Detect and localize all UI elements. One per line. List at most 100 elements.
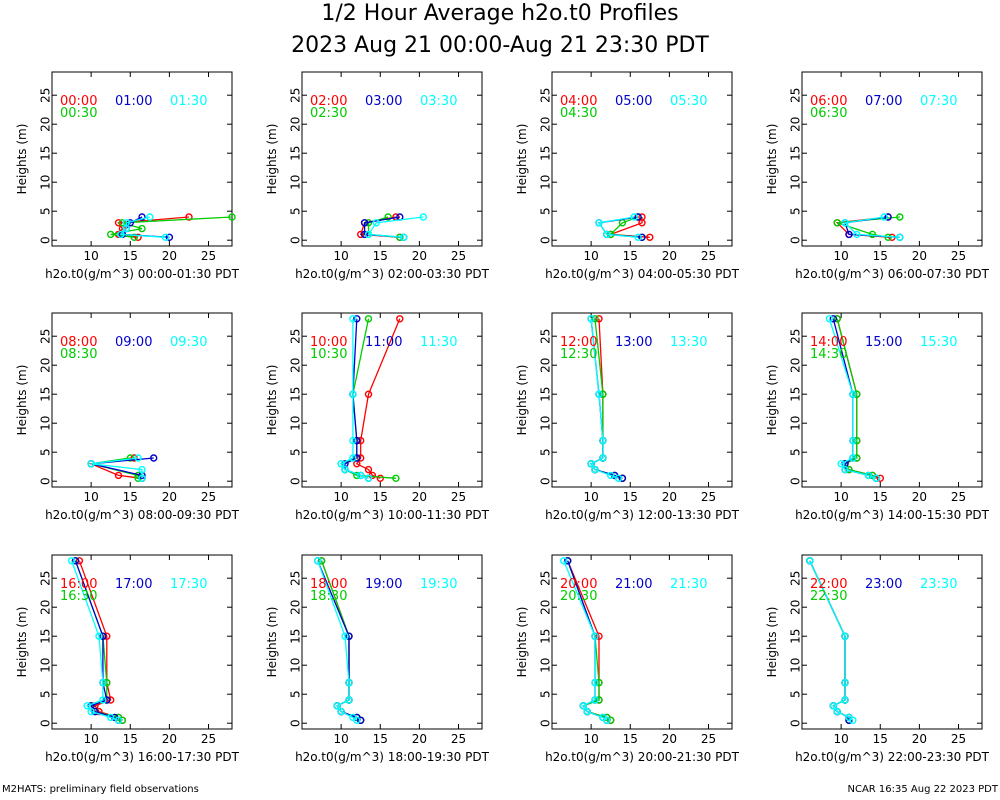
y-tick-label: 0: [289, 236, 303, 244]
figure-subtitle: 2023 Aug 21 00:00-Aug 21 23:30 PDT: [291, 33, 709, 58]
data-point: [130, 233, 138, 242]
y-tick-label: 5: [39, 448, 53, 456]
data-point: [853, 436, 861, 445]
series-line: [119, 216, 166, 238]
data-point: [364, 474, 373, 482]
data-point: [806, 557, 814, 565]
y-tick-label: 20: [289, 600, 303, 615]
data-point: [595, 219, 603, 227]
legend-entry: 15:00: [865, 335, 902, 350]
data-point: [333, 702, 341, 710]
data-point: [853, 454, 861, 462]
y-axis-label: Heights (m): [515, 607, 529, 678]
x-tick-label: 20: [912, 732, 927, 746]
data-point: [599, 436, 607, 445]
data-point: [595, 696, 603, 704]
legend-entry: 23:30: [920, 577, 957, 592]
x-tick-label: 10: [583, 490, 598, 504]
data-point: [841, 465, 849, 474]
x-tick-label: 10: [833, 732, 848, 746]
x-tick-label: 20: [412, 490, 427, 504]
plot-frame: [301, 71, 483, 247]
x-tick-label: 15: [373, 249, 388, 263]
x-tick-label: 15: [623, 490, 638, 504]
profile-panel: 10 15 20 25 0 5 10 15 20 25 Heights (m) h2o.t0(g/m^…: [765, 312, 990, 522]
data-point: [357, 436, 365, 445]
data-point: [896, 233, 904, 242]
panel-grid: 10 15 20 25 0 5 10 15 20 25 Heights (m) h2o.t0(g/m^…: [15, 71, 990, 764]
data-point: [825, 315, 834, 323]
y-tick-label: 10: [39, 175, 53, 190]
x-tick-label: 15: [373, 490, 388, 504]
x-axis-label: h2o.t0(g/m^3) 06:00-07:30 PDT: [795, 267, 990, 281]
data-point: [837, 460, 845, 468]
data-point: [364, 315, 373, 323]
profile-panel: 10 15 20 25 0 5 10 15 20 25 Heights (m) h2o.t0(g/m^…: [515, 71, 740, 281]
data-point: [400, 233, 408, 242]
x-tick-label: 25: [951, 490, 966, 504]
y-tick-label: 20: [789, 600, 803, 615]
data-point: [595, 678, 603, 687]
x-tick-label: 25: [201, 249, 216, 263]
data-point: [607, 471, 615, 480]
y-tick-label: 10: [539, 658, 553, 673]
x-tick-label: 10: [333, 249, 348, 263]
x-axis-label: h2o.t0(g/m^3) 12:00-13:30 PDT: [545, 508, 740, 522]
data-point: [829, 702, 837, 710]
data-point: [364, 390, 373, 398]
data-point: [603, 230, 611, 239]
plot-frame: [301, 312, 483, 488]
x-tick-label: 15: [873, 490, 888, 504]
data-point: [634, 233, 642, 242]
x-tick-label: 20: [912, 249, 927, 263]
y-axis-label: Heights (m): [765, 365, 779, 436]
data-point: [87, 460, 95, 468]
x-tick-label: 20: [412, 732, 427, 746]
y-axis-label: Heights (m): [515, 365, 529, 436]
legend-entry: 07:30: [920, 94, 957, 109]
legend-entry: 21:30: [670, 577, 707, 592]
y-tick-label: 15: [789, 387, 803, 402]
data-point: [849, 436, 857, 445]
profile-panel: 10 15 20 25 0 5 10 15 20 25 Heights (m) h2o.t0(g/m^…: [515, 554, 740, 764]
data-point: [360, 219, 369, 227]
profile-panel: 10 15 20 25 0 5 10 15 20 25 Heights (m) h2o.t0(g/m^…: [515, 312, 740, 522]
x-tick-label: 10: [583, 249, 598, 263]
legend-entry: 00:00: [60, 94, 97, 109]
data-point: [134, 454, 142, 462]
data-point: [114, 716, 123, 724]
data-point: [599, 454, 607, 462]
y-tick-label: 10: [789, 658, 803, 673]
x-tick-label: 15: [123, 732, 138, 746]
legend-entry: 13:00: [615, 335, 652, 350]
x-tick-label: 20: [162, 249, 177, 263]
data-point: [118, 219, 127, 227]
x-tick-label: 15: [873, 249, 888, 263]
data-point: [349, 436, 357, 445]
data-point: [853, 390, 861, 398]
x-tick-label: 20: [662, 249, 677, 263]
y-tick-label: 20: [39, 600, 53, 615]
y-tick-label: 5: [289, 448, 303, 456]
y-tick-label: 20: [289, 358, 303, 373]
x-axis-label: h2o.t0(g/m^3) 02:00-03:30 PDT: [295, 267, 490, 281]
profile-panel: 10 15 20 25 0 5 10 15 20 25 Heights (m) h2o.t0(g/m^…: [15, 554, 240, 764]
y-tick-label: 0: [289, 477, 303, 485]
data-point: [853, 230, 861, 239]
data-point: [75, 557, 84, 565]
legend-entry: 15:30: [920, 335, 957, 350]
y-tick-label: 25: [539, 88, 553, 103]
x-tick-label: 10: [833, 249, 848, 263]
data-point: [872, 474, 880, 482]
y-tick-label: 25: [789, 329, 803, 344]
series-line: [91, 457, 143, 479]
data-point: [376, 474, 384, 482]
x-axis-label: h2o.t0(g/m^3) 10:00-11:30 PDT: [295, 508, 490, 522]
y-tick-label: 10: [39, 658, 53, 673]
legend-entry: 09:30: [170, 335, 207, 350]
y-tick-label: 5: [789, 448, 803, 456]
footer-note: M2HATS: preliminary field observations: [2, 784, 199, 795]
x-tick-label: 10: [583, 732, 598, 746]
data-point: [646, 233, 654, 242]
y-tick-label: 15: [789, 146, 803, 161]
